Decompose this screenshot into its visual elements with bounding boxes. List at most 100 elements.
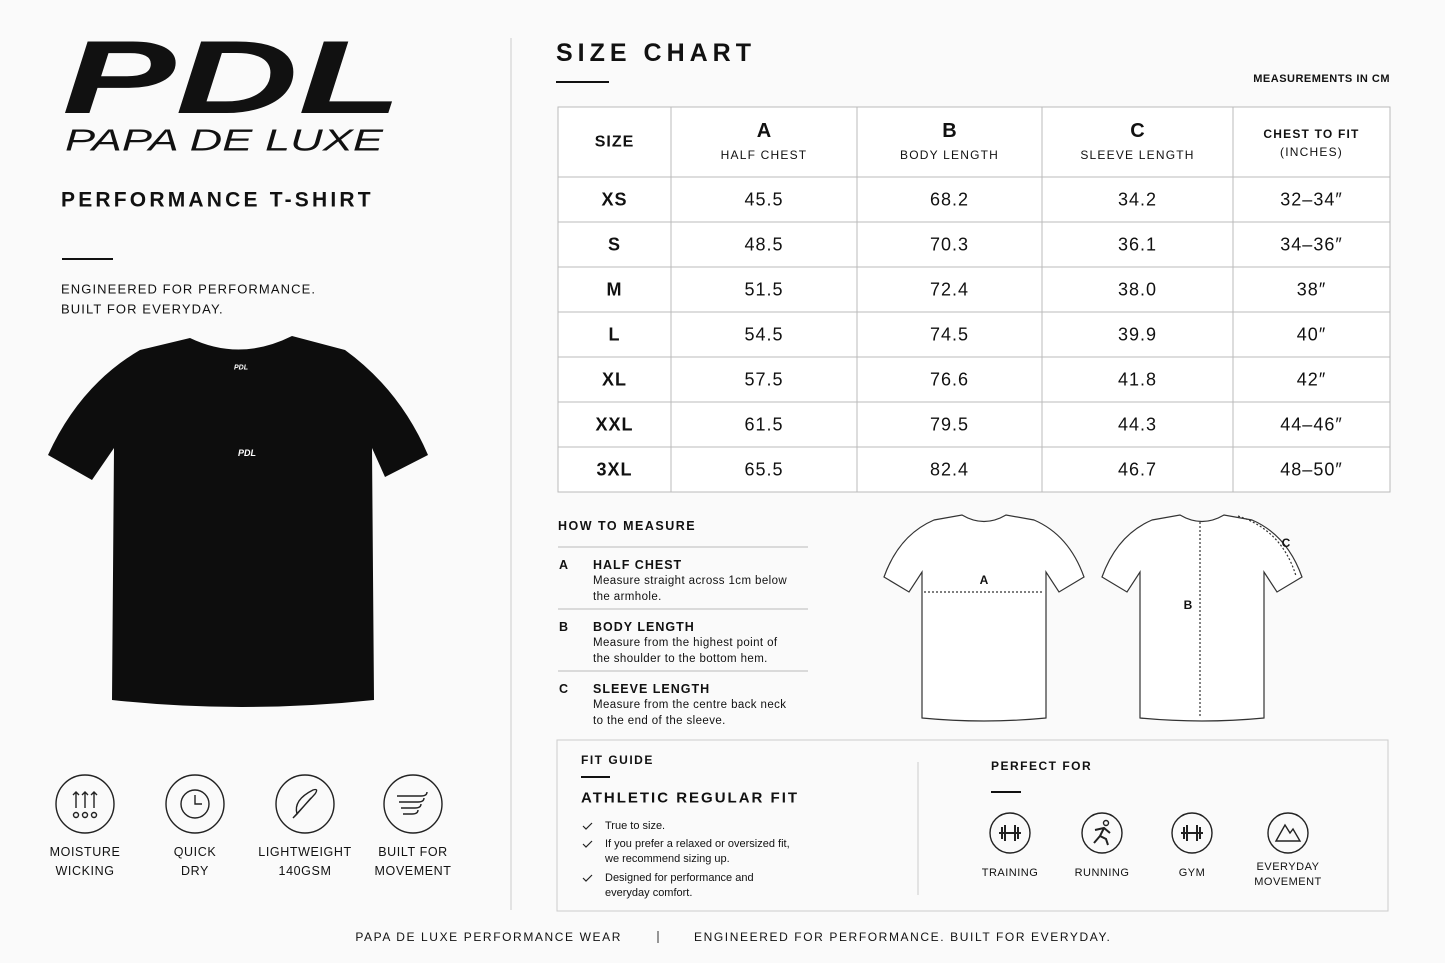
icon-glyph (403, 809, 419, 815)
activity-label: EVERYDAY (1257, 861, 1320, 873)
size-label: 3XL (596, 460, 632, 480)
cell: 46.7 (1118, 460, 1157, 480)
icon-glyph (90, 811, 98, 819)
measure-letter: B (559, 620, 568, 634)
cell: 54.5 (744, 325, 783, 345)
unit-note: MEASUREMENTS IN CM (1253, 73, 1390, 85)
cell: 44–46″ (1280, 415, 1342, 435)
cell: 38.0 (1118, 280, 1157, 300)
check-text: Designed for performance and (605, 872, 754, 884)
check (582, 874, 593, 882)
feature-icon (55, 774, 115, 834)
feature-label: 140GSM (279, 864, 332, 878)
column-header: CHEST TO FIT (1263, 127, 1359, 141)
icon-glyph (72, 791, 80, 808)
cell: 76.6 (930, 370, 969, 390)
column-header: SLEEVE LENGTH (1080, 148, 1194, 162)
measure-desc: Measure from the highest point of (593, 637, 778, 649)
diagram-label: A (980, 573, 989, 587)
footer-text: PAPA DE LUXE PERFORMANCE WEAR (355, 930, 622, 944)
cell: 41.8 (1118, 370, 1157, 390)
cell: 61.5 (744, 415, 783, 435)
column-header: BODY LENGTH (900, 148, 999, 162)
front-shirt (883, 514, 1085, 722)
icon-glyph (90, 791, 98, 808)
diagram-label: C (1282, 536, 1291, 550)
cell: 57.5 (744, 370, 783, 390)
check-text: True to size. (605, 820, 665, 832)
shirt-print: PDL (238, 448, 256, 458)
check-text: everyday comfort. (605, 887, 692, 899)
cell: 38″ (1297, 280, 1326, 300)
size-label: M (607, 280, 623, 300)
measure-letter: C (559, 682, 568, 696)
check (582, 840, 593, 848)
section-title: HOW TO MEASURE (558, 519, 696, 533)
fit-box (556, 739, 1389, 912)
feature-label: QUICK (174, 845, 217, 859)
cell: 34–36″ (1280, 235, 1342, 255)
cell: 36.1 (1118, 235, 1157, 255)
activity-label: TRAINING (982, 867, 1039, 879)
cell: 51.5 (744, 280, 783, 300)
activity-icon (1081, 812, 1123, 854)
measure-title: SLEEVE LENGTH (593, 682, 710, 696)
cell: 48.5 (744, 235, 783, 255)
measure-desc: Measure straight across 1cm below (593, 575, 787, 587)
footer-text: ENGINEERED FOR PERFORMANCE. BUILT FOR EV… (694, 930, 1112, 944)
brand-name: PAPA DE LUXE (65, 123, 383, 158)
measure-desc: the shoulder to the bottom hem. (593, 653, 768, 665)
logo: PDL (62, 20, 402, 136)
measure-title: BODY LENGTH (593, 620, 695, 634)
column-header: HALF CHEST (721, 148, 808, 162)
icon-glyph (1181, 825, 1203, 841)
cell: 34.2 (1118, 190, 1157, 210)
icon-glyph (1093, 826, 1111, 846)
cell: 74.5 (930, 325, 969, 345)
feature-icon (383, 774, 443, 834)
activity-label: RUNNING (1075, 867, 1130, 879)
icon-glyph (1102, 819, 1110, 827)
measure-line (1237, 515, 1297, 577)
feature-icon (165, 774, 225, 834)
icon-glyph (292, 788, 318, 819)
measure-letter: A (559, 558, 568, 572)
section-title: FIT GUIDE (581, 753, 654, 767)
activity-icon (989, 812, 1031, 854)
check-text: If you prefer a relaxed or oversized fit… (605, 838, 790, 850)
section-title: PERFECT FOR (991, 759, 1092, 773)
cell: 40″ (1297, 325, 1326, 345)
feature-label: LIGHTWEIGHT (258, 845, 351, 859)
size-label: S (608, 235, 621, 255)
tagline: ENGINEERED FOR PERFORMANCE. (61, 282, 316, 297)
chart-title: SIZE CHART (556, 39, 756, 67)
activity-icon (1171, 812, 1213, 854)
cell: 42″ (1297, 370, 1326, 390)
size-label: XL (602, 370, 627, 390)
cell: 39.9 (1118, 325, 1157, 345)
feature-label: MOISTURE (50, 845, 121, 859)
cell: 44.3 (1118, 415, 1157, 435)
icon-glyph (399, 797, 425, 803)
measure-desc: Measure from the centre back neck (593, 699, 786, 711)
feature-label: DRY (181, 864, 209, 878)
feature-label: BUILT FOR (378, 845, 448, 859)
tagline: BUILT FOR EVERYDAY. (61, 302, 224, 317)
product-shirt (48, 336, 428, 707)
cell: 79.5 (930, 415, 969, 435)
feature-label: MOVEMENT (374, 864, 451, 878)
feature-label: WICKING (55, 864, 114, 878)
activity-icon (1267, 812, 1309, 854)
icon-glyph (194, 795, 202, 805)
size-label: XXL (595, 415, 633, 435)
cell: 82.4 (930, 460, 969, 480)
size-label: L (609, 325, 621, 345)
icon-glyph (401, 803, 422, 809)
feature-icon (275, 774, 335, 834)
measure-desc: the armhole. (593, 591, 662, 603)
check (582, 822, 593, 830)
measure-desc: to the end of the sleeve. (593, 715, 726, 727)
table (557, 106, 1391, 493)
